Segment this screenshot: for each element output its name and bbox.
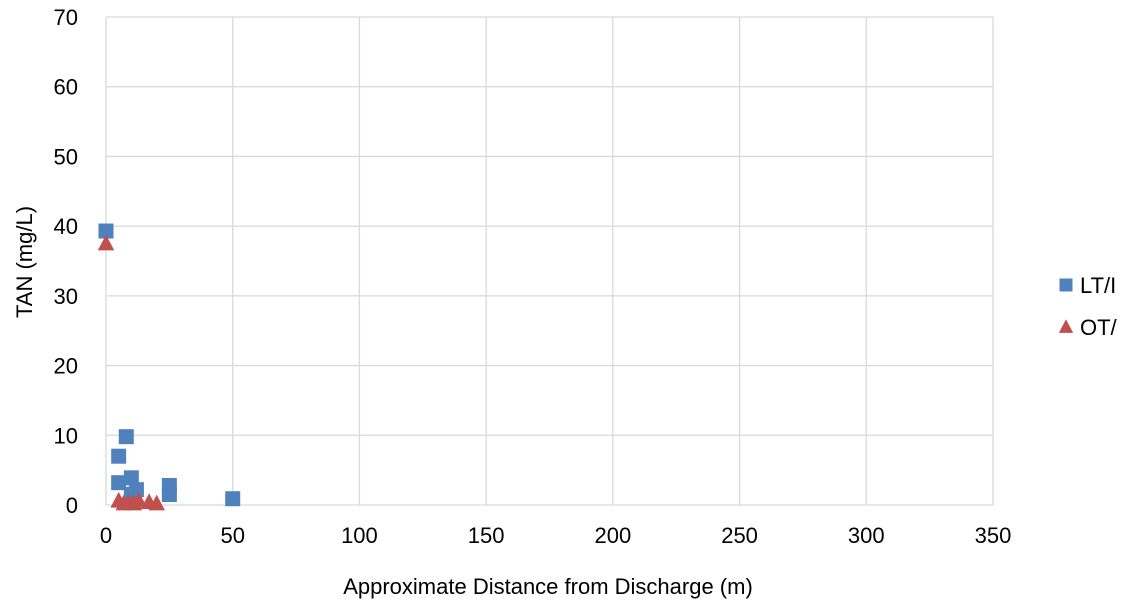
legend-label: OT/	[1080, 315, 1118, 340]
data-point-square	[123, 470, 139, 486]
y-tick-label: 30	[54, 284, 78, 309]
y-axis-title: TAN (mg/L)	[12, 206, 37, 318]
gridlines	[105, 16, 994, 506]
data-point-triangle	[130, 491, 148, 508]
x-axis-title: Approximate Distance from Discharge (m)	[343, 574, 753, 599]
data-point-square	[118, 429, 134, 445]
x-tick-label: 0	[100, 523, 112, 548]
data-point-triangle	[97, 234, 115, 251]
y-tick-label: 40	[54, 214, 78, 239]
data-point-square	[161, 487, 177, 503]
legend: LT/I OT/	[1058, 273, 1118, 340]
data-point-square	[225, 491, 241, 507]
y-tick-label: 0	[66, 493, 78, 518]
data-points	[97, 223, 241, 511]
x-tick-label: 150	[468, 523, 505, 548]
x-tick-label: 300	[848, 523, 885, 548]
y-tick-label: 50	[54, 144, 78, 169]
series-0	[98, 223, 241, 507]
x-tick-label: 250	[721, 523, 758, 548]
y-tick-label: 20	[54, 354, 78, 379]
legend-square-icon	[1059, 278, 1073, 292]
series-1	[97, 234, 165, 511]
data-point-square	[111, 448, 127, 464]
y-axis-tick-labels: 0 10 20 30 40 50 60 70	[54, 5, 78, 518]
x-tick-label: 200	[594, 523, 631, 548]
y-tick-label: 70	[54, 5, 78, 30]
legend-label: LT/I	[1080, 273, 1116, 298]
x-tick-label: 350	[975, 523, 1012, 548]
data-point-square	[98, 223, 114, 239]
legend-triangle-icon	[1058, 319, 1074, 333]
data-point-square	[111, 475, 127, 491]
y-tick-label: 60	[54, 75, 78, 100]
x-tick-label: 100	[341, 523, 378, 548]
y-tick-label: 10	[54, 423, 78, 448]
data-point-square	[128, 482, 144, 498]
x-tick-label: 50	[220, 523, 244, 548]
data-point-triangle	[148, 494, 165, 511]
x-axis-tick-labels: 0 50 100 150 200 250 300 350	[100, 523, 1011, 548]
